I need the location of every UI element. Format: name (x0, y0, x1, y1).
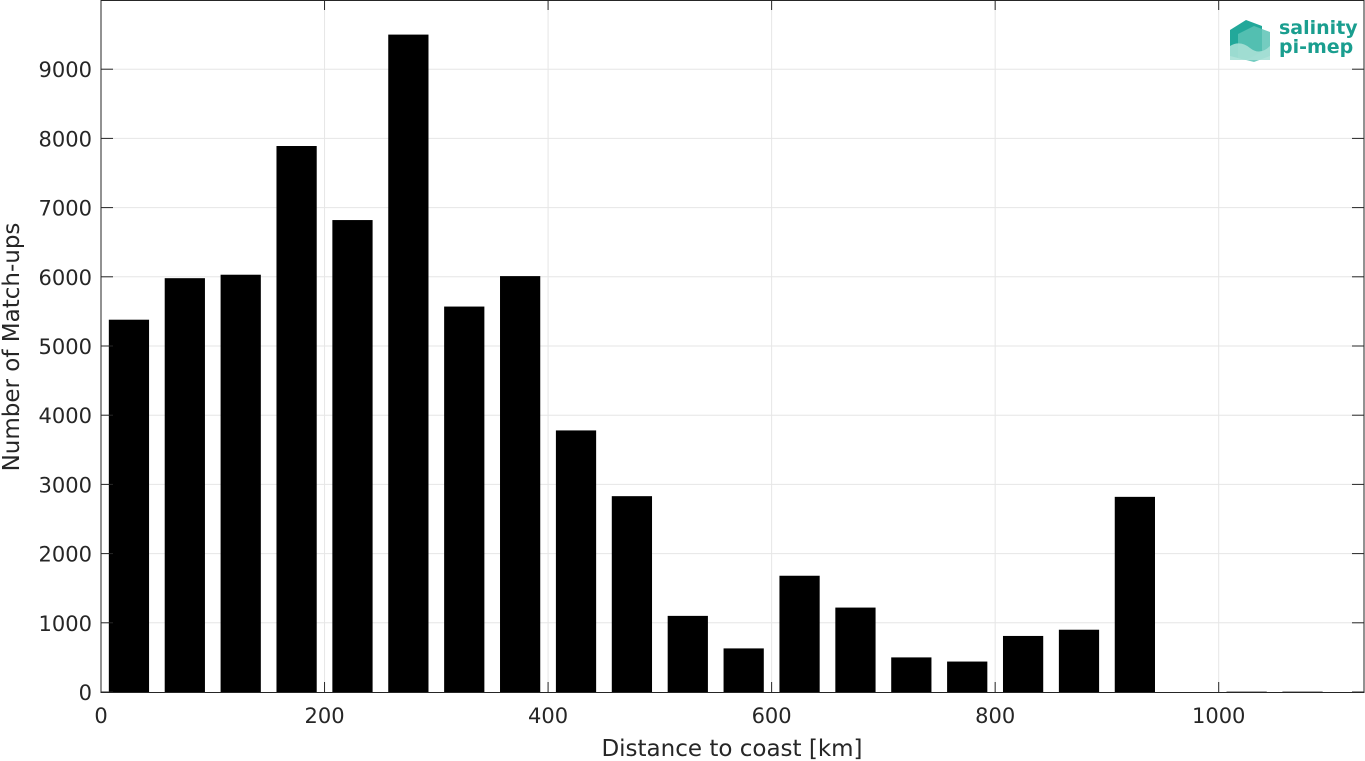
bar (1002, 635, 1044, 692)
bar (108, 319, 150, 692)
y-tick-label: 2000 (39, 543, 92, 567)
bar (332, 220, 373, 692)
y-tick-labels: 0 1000 2000 3000 4000 5000 6000 7000 8000 9000 (39, 58, 92, 705)
ticks (100, 0, 1364, 693)
x-tick-label: 1000 (1192, 704, 1245, 728)
bar (891, 657, 932, 692)
bar (276, 146, 317, 693)
y-tick-label: 9000 (39, 58, 92, 82)
bar (611, 496, 653, 692)
x-tick-label: 400 (528, 704, 568, 728)
bar (1114, 496, 1155, 692)
y-tick-label: 8000 (39, 127, 92, 151)
bar (444, 306, 485, 692)
bar (947, 661, 988, 692)
logo-line1: salinity (1279, 17, 1358, 39)
y-tick-label: 5000 (39, 335, 92, 359)
x-axis-label: Distance to coast [km] (601, 736, 862, 761)
x-tick-label: 600 (752, 704, 792, 728)
logo: salinity pi-mep (1230, 17, 1358, 62)
x-tick-label: 800 (975, 704, 1015, 728)
y-tick-label: 6000 (39, 266, 92, 290)
y-tick-label: 4000 (39, 404, 92, 428)
bar (667, 615, 708, 692)
y-axis-label: Number of Match-ups (0, 223, 25, 472)
y-tick-label: 0 (79, 681, 92, 705)
bars (108, 34, 1323, 693)
bar (1058, 629, 1100, 692)
logo-icon (1230, 20, 1270, 62)
bar (779, 575, 820, 692)
bar (388, 34, 429, 693)
bar (555, 430, 597, 692)
bar (220, 274, 261, 692)
bar (723, 648, 764, 692)
x-tick-label: 200 (304, 704, 344, 728)
bar (164, 278, 205, 692)
bar (835, 607, 876, 692)
y-tick-label: 3000 (39, 473, 92, 497)
bar (500, 276, 541, 692)
y-tick-label: 7000 (39, 197, 92, 221)
y-tick-label: 1000 (39, 612, 92, 636)
x-tick-labels: 0 200 400 600 800 1000 (94, 704, 1245, 728)
logo-line2: pi-mep (1279, 36, 1353, 58)
x-tick-label: 0 (94, 704, 107, 728)
